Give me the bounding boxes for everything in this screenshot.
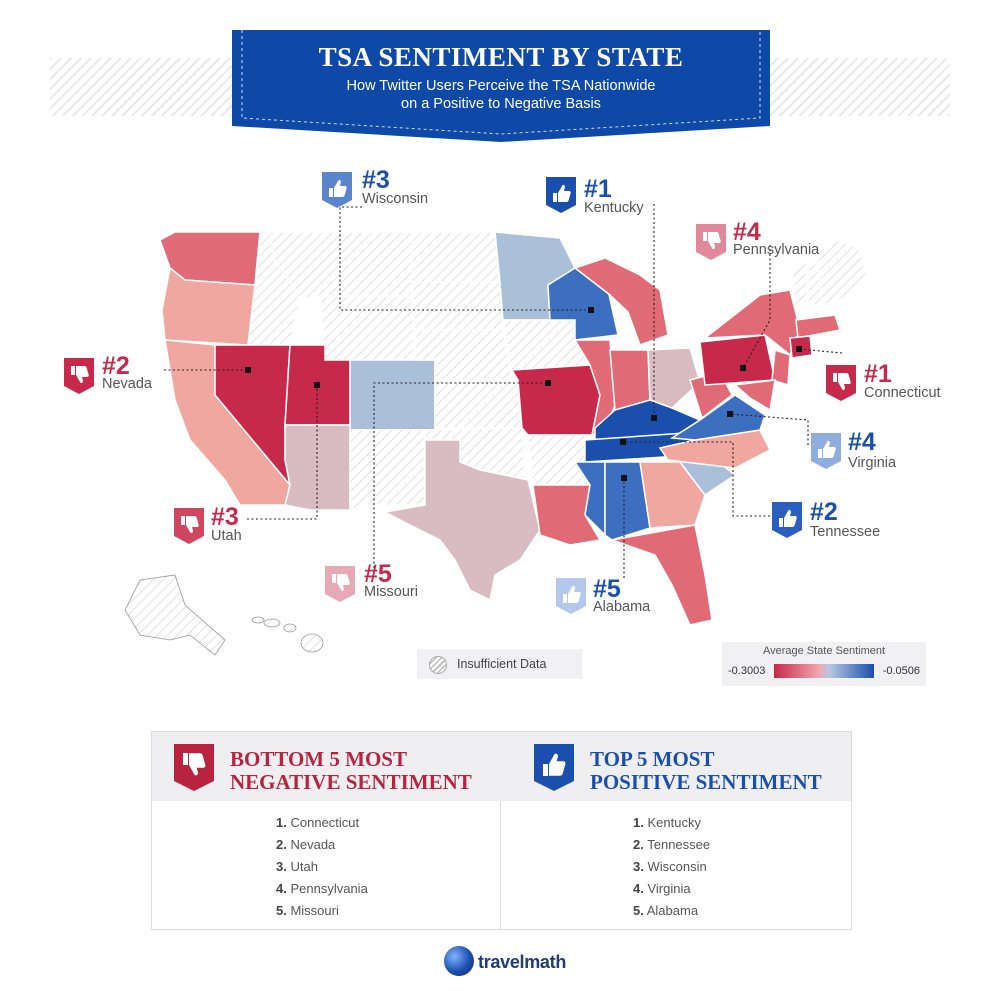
page-title: TSA SENTIMENT BY STATE [318, 42, 684, 72]
state-new-jersey [771, 348, 791, 386]
callout-state: Nevada [102, 376, 152, 392]
brand-name: travelmath [478, 952, 567, 972]
state-pennsylvania [699, 334, 776, 386]
state-georgia [639, 461, 706, 529]
state-florida [609, 524, 713, 626]
list-item: 5. Missouri [276, 903, 339, 918]
header-banner: TSA SENTIMENT BY STATE How Twitter Users… [232, 30, 770, 142]
ranking-table-header [152, 732, 851, 801]
callout-rank: #5 [593, 575, 621, 603]
thumbs-up-icon [546, 177, 576, 213]
state-new-mexico [349, 429, 426, 512]
thumbs-up-icon [811, 433, 841, 469]
state-vermont [791, 260, 809, 307]
callout-rank: #4 [733, 218, 761, 246]
header-hatch-left [50, 58, 235, 116]
list-item: 3. Wisconsin [633, 859, 707, 874]
table-divider [500, 801, 501, 929]
state-maine [817, 237, 869, 306]
callout-state: Virginia [848, 455, 897, 471]
thumbs-down-icon [174, 508, 204, 544]
state-hawaii [251, 616, 324, 653]
insufficient-data-label: Insufficient Data [457, 657, 547, 671]
list-item: 1. Connecticut [276, 815, 360, 830]
state-maryland [733, 379, 776, 412]
legend-max-value: -0.0506 [882, 665, 920, 677]
callout-rank: #3 [362, 166, 390, 194]
state-north-dakota [411, 231, 501, 283]
callout-rank: #2 [102, 352, 130, 380]
bottom5-heading-line2: NEGATIVE SENTIMENT [230, 770, 472, 794]
callout-rank: #1 [584, 175, 612, 203]
globe-plane-icon [444, 946, 474, 976]
bottom5-heading: BOTTOM 5 MOST NEGATIVE SENTIMENT [230, 748, 472, 794]
callout-rank: #3 [211, 503, 239, 531]
list-item: 2. Nevada [276, 837, 336, 852]
state-alaska [124, 574, 226, 656]
bottom5-list: 1. Connecticut 2. Nevada 3. Utah 4. Penn… [276, 815, 368, 925]
top5-heading-line2: POSITIVE SENTIMENT [590, 770, 822, 794]
state-massachusetts [795, 314, 841, 339]
thumbs-up-icon [322, 172, 352, 208]
list-item: 3. Utah [276, 859, 318, 874]
state-texas [382, 439, 541, 602]
bottom5-heading-line1: BOTTOM 5 MOST [230, 747, 407, 771]
legend-gradient-bar [774, 664, 874, 678]
callout-state: Tennessee [810, 524, 881, 540]
state-colorado [349, 359, 436, 431]
page-subtitle-line2: on a Positive to Negative Basis [401, 96, 601, 112]
sentiment-legend: Average State Sentiment -0.3003 -0.0506 [722, 642, 926, 686]
callout-state: Missouri [364, 584, 418, 600]
state-michigan [573, 257, 669, 346]
thumbs-up-icon [556, 578, 586, 614]
callout-state: Wisconsin [362, 191, 429, 207]
thumbs-down-icon [325, 566, 355, 602]
callout-state: Utah [211, 528, 242, 544]
state-alabama [604, 461, 651, 541]
thumbs-up-icon [534, 744, 574, 791]
top5-heading-line1: TOP 5 MOST [590, 747, 715, 771]
state-virginia [669, 394, 766, 441]
state-missouri [510, 364, 601, 436]
hatch-swatch-icon [429, 656, 447, 674]
ranking-table: BOTTOM 5 MOST NEGATIVE SENTIMENT TOP 5 M… [151, 731, 852, 930]
thumbs-down-icon [174, 744, 214, 791]
top5-list: 1. Kentucky 2. Tennessee 3. Wisconsin 4.… [633, 815, 710, 925]
page-subtitle-line1: How Twitter Users Perceive the TSA Natio… [346, 78, 656, 94]
callout-rank: #2 [810, 498, 838, 526]
callout-state: Connecticut [864, 385, 941, 401]
list-item: 4. Pennsylvania [276, 881, 368, 896]
legend-min-value: -0.3003 [728, 665, 766, 677]
thumbs-down-icon [826, 365, 856, 401]
callout-rank: #4 [848, 428, 876, 456]
callout-rank: #1 [864, 360, 892, 388]
list-item: 5. Alabama [633, 903, 699, 918]
callout-rank: #5 [364, 560, 392, 588]
state-wyoming [319, 295, 416, 361]
top5-heading: TOP 5 MOST POSITIVE SENTIMENT [590, 748, 822, 794]
thumbs-down-icon [64, 358, 94, 394]
callout-state: Kentucky [584, 200, 644, 216]
insufficient-data-key: Insufficient Data [417, 649, 582, 679]
thumbs-down-icon [696, 224, 726, 260]
state-kansas [434, 379, 523, 429]
legend-title: Average State Sentiment [762, 645, 886, 657]
state-arkansas [527, 434, 593, 486]
thumbs-up-icon [772, 502, 802, 538]
header-hatch-right [767, 58, 950, 116]
travelmath-logo: travelmath [444, 944, 567, 986]
list-item: 2. Tennessee [633, 837, 711, 852]
callout-state: Alabama [593, 599, 651, 615]
callout-state: Pennsylvania [733, 242, 820, 258]
state-ohio [647, 347, 701, 409]
state-south-dakota [411, 281, 504, 331]
list-item: 1. Kentucky [633, 815, 701, 830]
state-mississippi [573, 461, 606, 537]
list-item: 4. Virginia [633, 881, 691, 896]
